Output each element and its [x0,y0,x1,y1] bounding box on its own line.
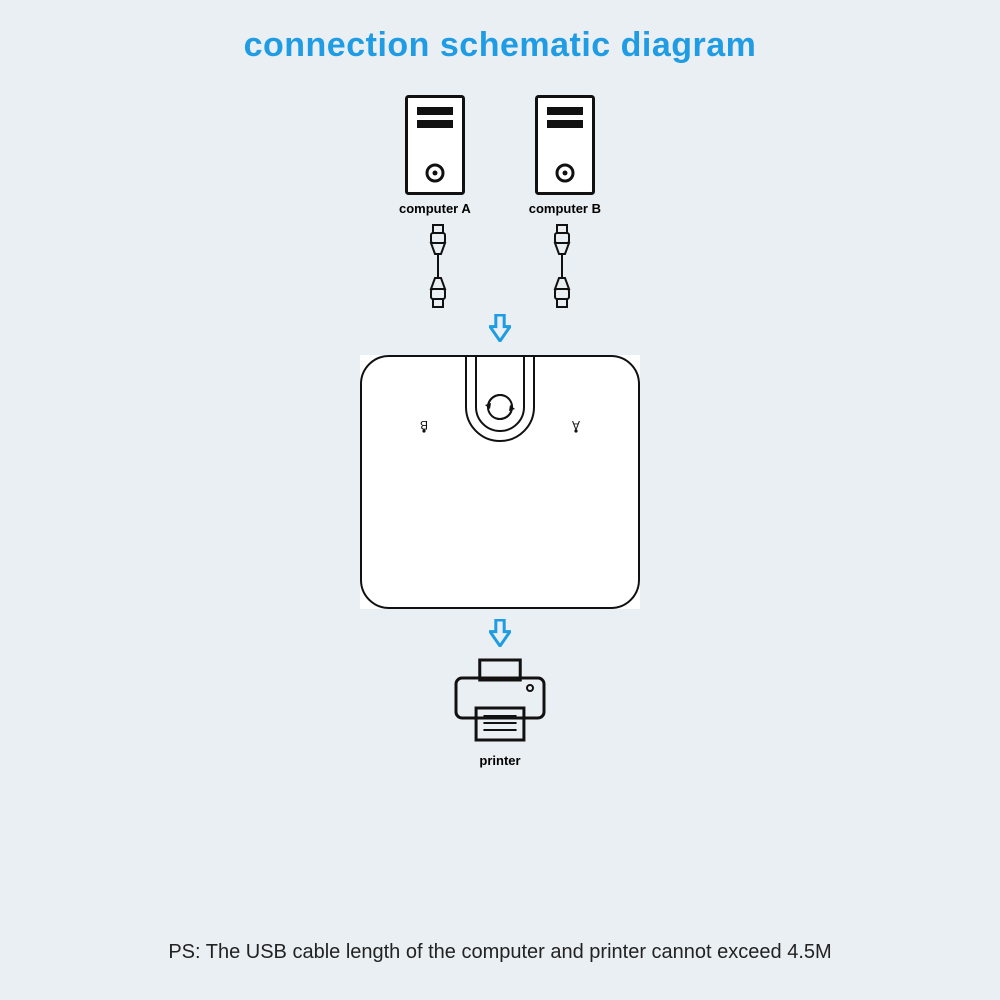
arrow-to-printer [489,619,511,652]
diagram-title: connection schematic diagram [244,26,757,65]
computer-tower-icon [405,95,465,195]
computer-a-label: computer A [399,201,471,216]
computer-tower-icon [535,95,595,195]
down-arrow-icon [489,314,511,342]
usb-cable-icon [544,224,580,308]
diagram-body: computer A computer B BA printer [0,65,1000,1000]
down-arrow-icon [489,619,511,647]
usb-switch-device: BA [360,355,640,609]
arrow-to-switch [489,314,511,347]
usb-switch-icon: BA [360,355,640,609]
computer-a-col: computer A [399,95,471,216]
usb-cables-row [420,224,580,308]
printer-block [454,658,546,749]
printer-icon [454,658,546,744]
usb-cable-icon [420,224,456,308]
computers-row: computer A computer B [399,95,601,216]
printer-label: printer [479,753,520,768]
computer-b-col: computer B [529,95,601,216]
computer-b-label: computer B [529,201,601,216]
footer-note: PS: The USB cable length of the computer… [0,941,1000,964]
